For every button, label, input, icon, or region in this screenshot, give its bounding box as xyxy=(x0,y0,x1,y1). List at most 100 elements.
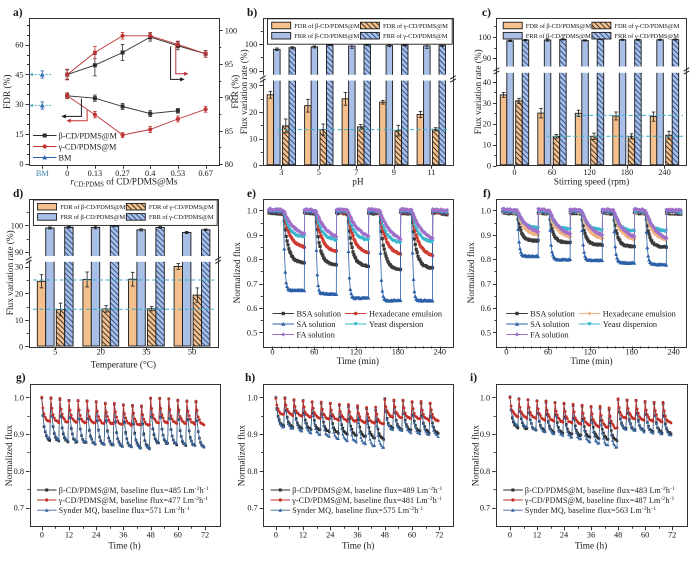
svg-text:β-CD/PDMS@M, baseline flux=489: β-CD/PDMS@M, baseline flux=489 Lm-2h-1 xyxy=(292,486,442,495)
svg-text:12: 12 xyxy=(65,531,73,540)
svg-text:0.8: 0.8 xyxy=(247,467,257,476)
svg-text:Synder MQ, baseline flux=575 L: Synder MQ, baseline flux=575 Lm-2h-1 xyxy=(292,506,423,515)
svg-text:Stirring speed (rpm): Stirring speed (rpm) xyxy=(554,176,629,187)
svg-text:0: 0 xyxy=(253,161,257,170)
svg-text:0.9: 0.9 xyxy=(14,430,24,439)
svg-text:FRR of γ-CD/PDMS@M: FRR of γ-CD/PDMS@M xyxy=(383,33,448,40)
svg-text:FDR of γ-CD/PDMS@M: FDR of γ-CD/PDMS@M xyxy=(383,23,448,30)
svg-text:10: 10 xyxy=(15,316,23,325)
svg-text:FRR (%): FRR (%) xyxy=(230,75,241,109)
svg-text:40: 40 xyxy=(483,78,491,87)
svg-text:60: 60 xyxy=(544,348,552,357)
svg-text:20: 20 xyxy=(483,120,491,129)
svg-text:10: 10 xyxy=(483,141,491,150)
svg-text:FDR of β-CD/PDMS@M: FDR of β-CD/PDMS@M xyxy=(294,23,360,30)
svg-text:FA solution: FA solution xyxy=(530,330,569,339)
svg-text:20: 20 xyxy=(97,348,105,357)
svg-text:Hexadecane emulsion: Hexadecane emulsion xyxy=(369,309,443,318)
svg-text:1.0: 1.0 xyxy=(247,206,257,215)
svg-text:Synder MQ, baseline flux=571 L: Synder MQ, baseline flux=571 Lm-2h-1 xyxy=(59,506,190,515)
svg-text:0.7: 0.7 xyxy=(14,504,24,513)
svg-text:48: 48 xyxy=(381,531,389,540)
svg-text:0.6: 0.6 xyxy=(481,304,491,313)
svg-text:100: 100 xyxy=(245,40,257,49)
svg-text:60: 60 xyxy=(408,531,416,540)
svg-text:60: 60 xyxy=(548,168,556,177)
svg-text:γ-CD/PDMS@M, baseline flux=477: γ-CD/PDMS@M, baseline flux=477 Lm-2h-1 xyxy=(58,496,209,505)
svg-text:Normalized flux: Normalized flux xyxy=(471,425,482,487)
svg-text:0.13: 0.13 xyxy=(88,169,103,178)
svg-text:Flux variation rate (%): Flux variation rate (%) xyxy=(5,230,16,315)
svg-text:30: 30 xyxy=(249,81,257,90)
svg-text:FRR of γ-CD/PDMS@M: FRR of γ-CD/PDMS@M xyxy=(149,214,214,221)
svg-text:Yeast dispersion: Yeast dispersion xyxy=(603,320,658,329)
svg-text:120: 120 xyxy=(583,168,595,177)
svg-text:180: 180 xyxy=(626,348,638,357)
svg-text:Time (h): Time (h) xyxy=(108,541,140,552)
svg-text:0.27: 0.27 xyxy=(115,169,130,178)
svg-text:Normalized flux: Normalized flux xyxy=(237,425,248,487)
svg-text:FA solution: FA solution xyxy=(297,330,336,339)
svg-text:95: 95 xyxy=(225,60,233,69)
svg-text:FRR of γ-CD/PDMS@M: FRR of γ-CD/PDMS@M xyxy=(615,33,680,40)
svg-text:FDR of γ-CD/PDMS@M: FDR of γ-CD/PDMS@M xyxy=(615,23,680,30)
svg-text:i): i) xyxy=(470,372,477,384)
svg-text:0: 0 xyxy=(40,531,44,540)
svg-text:BSA solution: BSA solution xyxy=(297,309,342,318)
svg-text:35: 35 xyxy=(142,348,150,357)
svg-text:SA solution: SA solution xyxy=(530,320,570,329)
svg-text:0.7: 0.7 xyxy=(481,280,491,289)
svg-text:36: 36 xyxy=(119,531,127,540)
svg-text:Yeast dispersion: Yeast dispersion xyxy=(369,320,424,329)
svg-text:240: 240 xyxy=(658,168,670,177)
svg-text:85: 85 xyxy=(225,127,233,136)
svg-text:11: 11 xyxy=(427,168,435,177)
svg-text:7: 7 xyxy=(354,168,358,177)
svg-text:Flux variation rate (%): Flux variation rate (%) xyxy=(473,49,484,134)
svg-text:pH: pH xyxy=(352,177,364,187)
svg-text:100: 100 xyxy=(225,26,237,35)
svg-text:90: 90 xyxy=(15,248,23,257)
svg-text:BM: BM xyxy=(59,153,73,162)
svg-text:48: 48 xyxy=(146,531,154,540)
svg-text:100: 100 xyxy=(11,221,23,230)
svg-text:36: 36 xyxy=(587,531,595,540)
svg-text:FDR (%): FDR (%) xyxy=(2,75,13,109)
svg-text:b): b) xyxy=(247,7,257,19)
svg-text:0.6: 0.6 xyxy=(247,304,257,313)
svg-text:90: 90 xyxy=(249,67,257,76)
svg-text:0: 0 xyxy=(512,168,516,177)
svg-text:0.9: 0.9 xyxy=(247,430,257,439)
svg-text:20: 20 xyxy=(15,289,23,298)
svg-text:c): c) xyxy=(482,7,491,19)
svg-text:0: 0 xyxy=(504,348,508,357)
svg-text:0: 0 xyxy=(270,348,274,357)
svg-text:Hexadecane emulsion: Hexadecane emulsion xyxy=(603,309,677,318)
svg-text:g): g) xyxy=(16,372,26,384)
svg-text:0: 0 xyxy=(487,162,491,171)
svg-text:BM: BM xyxy=(36,169,50,178)
svg-text:0.8: 0.8 xyxy=(14,467,24,476)
svg-text:60: 60 xyxy=(641,531,649,540)
svg-text:240: 240 xyxy=(667,348,679,357)
svg-text:FDR of β-CD/PDMS@M: FDR of β-CD/PDMS@M xyxy=(526,23,592,30)
svg-text:180: 180 xyxy=(621,168,633,177)
svg-text:γ-CD/PDMS@M: γ-CD/PDMS@M xyxy=(58,142,117,151)
svg-text:0.4: 0.4 xyxy=(145,169,156,178)
svg-text:β-CD/PDMS@M, baseline flux=483: β-CD/PDMS@M, baseline flux=483 Lm-2h-1 xyxy=(525,486,675,495)
svg-text:60: 60 xyxy=(15,41,23,50)
svg-text:1.0: 1.0 xyxy=(480,393,490,402)
svg-text:0.53: 0.53 xyxy=(171,169,186,178)
svg-text:0.5: 0.5 xyxy=(481,328,491,337)
svg-text:Time (min): Time (min) xyxy=(570,356,612,367)
svg-text:48: 48 xyxy=(614,531,622,540)
svg-text:120: 120 xyxy=(350,348,362,357)
svg-text:120: 120 xyxy=(584,348,596,357)
svg-text:β-CD/PDMS@M: β-CD/PDMS@M xyxy=(59,131,118,140)
svg-text:FDR of β-CD/PDMS@M: FDR of β-CD/PDMS@M xyxy=(60,204,126,211)
svg-text:24: 24 xyxy=(92,531,101,540)
svg-text:rCD:PDMS of CD/PDMS@Ms: rCD:PDMS of CD/PDMS@Ms xyxy=(70,176,178,188)
svg-text:β-CD/PDMS@M, baseline flux=485: β-CD/PDMS@M, baseline flux=485 Lm-2h-1 xyxy=(59,486,209,495)
svg-text:240: 240 xyxy=(434,348,446,357)
svg-text:0.5: 0.5 xyxy=(247,328,257,337)
